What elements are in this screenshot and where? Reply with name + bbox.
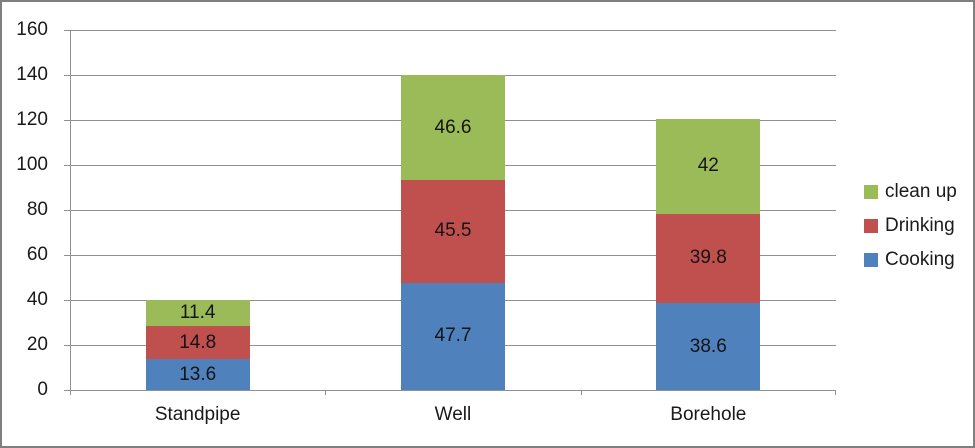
legend: clean up Drinking Cooking (864, 175, 957, 277)
bar-segment-drinking-standpipe: 14.8 (145, 326, 250, 360)
legend-swatch (864, 219, 878, 233)
data-label: 11.4 (179, 302, 216, 324)
y-axis-line (70, 30, 71, 395)
data-label: 38.6 (689, 335, 727, 357)
data-label: 13.6 (179, 363, 217, 385)
x-axis-tick (581, 390, 582, 395)
bar-segment-cooking-borehole: 38.6 (656, 303, 761, 390)
legend-item-cooking: Cooking (864, 243, 957, 277)
y-axis-tick-label: 80 (26, 199, 48, 220)
y-axis-tick-label: 60 (26, 244, 48, 265)
x-axis-tick (835, 390, 836, 395)
legend-label: Drinking (885, 215, 955, 236)
y-axis-tick-label: 0 (37, 379, 48, 400)
bar-segment-cooking-well: 47.7 (401, 282, 505, 390)
legend-label: Cooking (885, 249, 955, 270)
data-label: 46.6 (434, 116, 472, 138)
data-label: 39.8 (689, 247, 727, 269)
bar-segment-drinking-borehole: 39.8 (656, 213, 761, 304)
x-axis-category-label: Standpipe (154, 404, 241, 425)
data-label: 47.7 (434, 325, 472, 347)
y-axis-tick-label: 120 (16, 109, 48, 130)
data-label: 42 (697, 155, 719, 177)
gridline (64, 390, 836, 391)
x-axis-category-label: Well (434, 404, 472, 425)
data-label: 45.5 (434, 220, 472, 242)
x-axis-tick (325, 390, 326, 395)
y-axis-tick-label: 140 (16, 64, 48, 85)
y-axis-tick-label: 160 (16, 19, 48, 40)
gridline (64, 30, 836, 31)
legend-item-drinking: Drinking (864, 209, 957, 243)
legend-swatch (864, 185, 878, 199)
x-axis-category-label: Borehole (670, 404, 747, 425)
data-label: 14.8 (179, 331, 217, 353)
y-axis-tick-label: 40 (26, 289, 48, 310)
y-axis-tick-label: 100 (16, 154, 48, 175)
legend-label: clean up (885, 181, 957, 202)
legend-item-clean-up: clean up (864, 175, 957, 209)
bar-segment-clean-up-borehole: 42 (656, 119, 761, 214)
bar-segment-clean-up-well: 46.6 (401, 75, 505, 181)
bar-segment-clean-up-standpipe: 11.4 (145, 300, 250, 327)
bar-segment-cooking-standpipe: 13.6 (145, 359, 250, 390)
y-axis-tick-label: 20 (26, 334, 48, 355)
legend-swatch (864, 253, 878, 267)
bar-segment-drinking-well: 45.5 (401, 180, 505, 283)
